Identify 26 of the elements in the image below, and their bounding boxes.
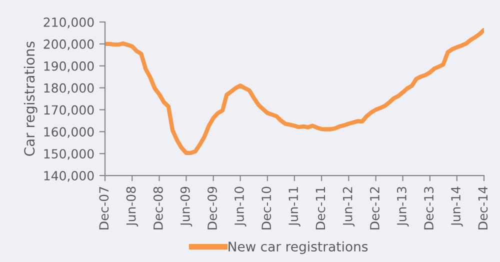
y-tick-label: 150,000 <box>44 149 94 160</box>
y-tick-label: 200,000 <box>44 39 94 50</box>
y-axis-title: Car registrations <box>24 42 38 156</box>
x-tick-label: Dec-11 <box>316 187 326 230</box>
x-tick-label: Dec-13 <box>424 186 434 230</box>
x-tick-label: Dec-14 <box>478 186 488 230</box>
x-tick-label: Dec-10 <box>262 186 272 230</box>
x-tick-label: Jun-10 <box>234 186 246 227</box>
x-tick-label: Jun-12 <box>342 187 355 227</box>
x-tick-label: Jun-11 <box>288 187 300 227</box>
x-tick-label: Jun-14 <box>451 186 463 227</box>
legend-label: New car registrations <box>228 241 368 254</box>
y-tick-label: 210,000 <box>44 17 94 28</box>
x-tick-label: Dec-08 <box>153 186 163 230</box>
x-tick-label: Dec-12 <box>370 187 380 230</box>
y-tick-label: 160,000 <box>44 127 94 138</box>
y-tick-label: 140,000 <box>44 171 94 182</box>
x-tick-label: Dec-09 <box>208 186 217 230</box>
x-tick-label: Jun-13 <box>396 186 409 227</box>
y-tick-label: 190,000 <box>44 61 94 72</box>
x-tick-label: Dec-07 <box>99 187 109 230</box>
x-tick-label: Jun-09 <box>180 186 192 227</box>
y-tick-label: 170,000 <box>44 105 94 116</box>
y-tick-label: 180,000 <box>44 83 94 94</box>
line-series <box>105 28 484 156</box>
x-tick-label: Jun-08 <box>126 186 138 227</box>
